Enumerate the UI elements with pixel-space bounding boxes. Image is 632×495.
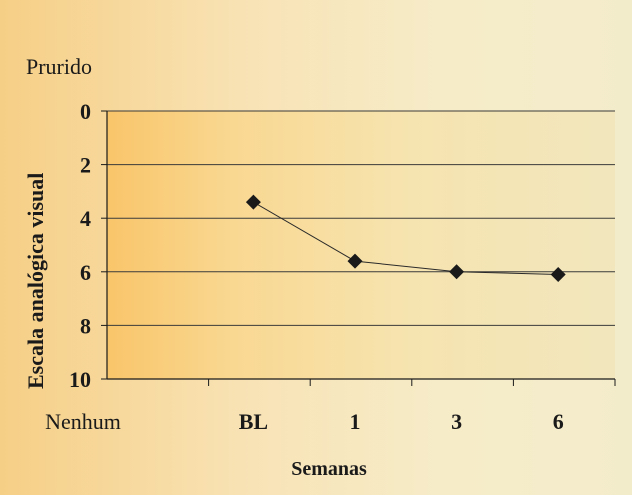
x-tick-label: Nenhum [45,409,121,434]
data-point-marker [347,253,363,269]
data-point-marker [449,264,465,280]
gridlines [107,110,615,326]
x-tick-label: BL [239,409,268,434]
y-tick-label: 8 [80,313,91,338]
plot-area [107,111,615,379]
chart-title: Prurido [26,54,92,79]
y-tick-label: 0 [80,99,91,124]
data-point-marker [245,194,261,210]
x-tick-label: 1 [350,409,361,434]
x-axis-label: Semanas [291,458,367,480]
y-tick-label: 2 [80,153,91,178]
axes [106,111,615,380]
y-tick-label: 6 [80,260,91,285]
y-tick-label: 4 [80,206,91,231]
series-layer [245,194,566,282]
x-tick-label: 6 [553,409,564,434]
series-line [253,201,559,275]
x-tick-label: 3 [451,409,462,434]
y-tick-label: 10 [69,367,91,392]
y-axis-label: Escala analógica visual [23,173,48,389]
x-ticks: Nenhum BL 1 3 6 [45,379,616,434]
y-ticks: 0 2 4 6 8 10 [69,99,107,392]
data-point-marker [550,266,566,282]
